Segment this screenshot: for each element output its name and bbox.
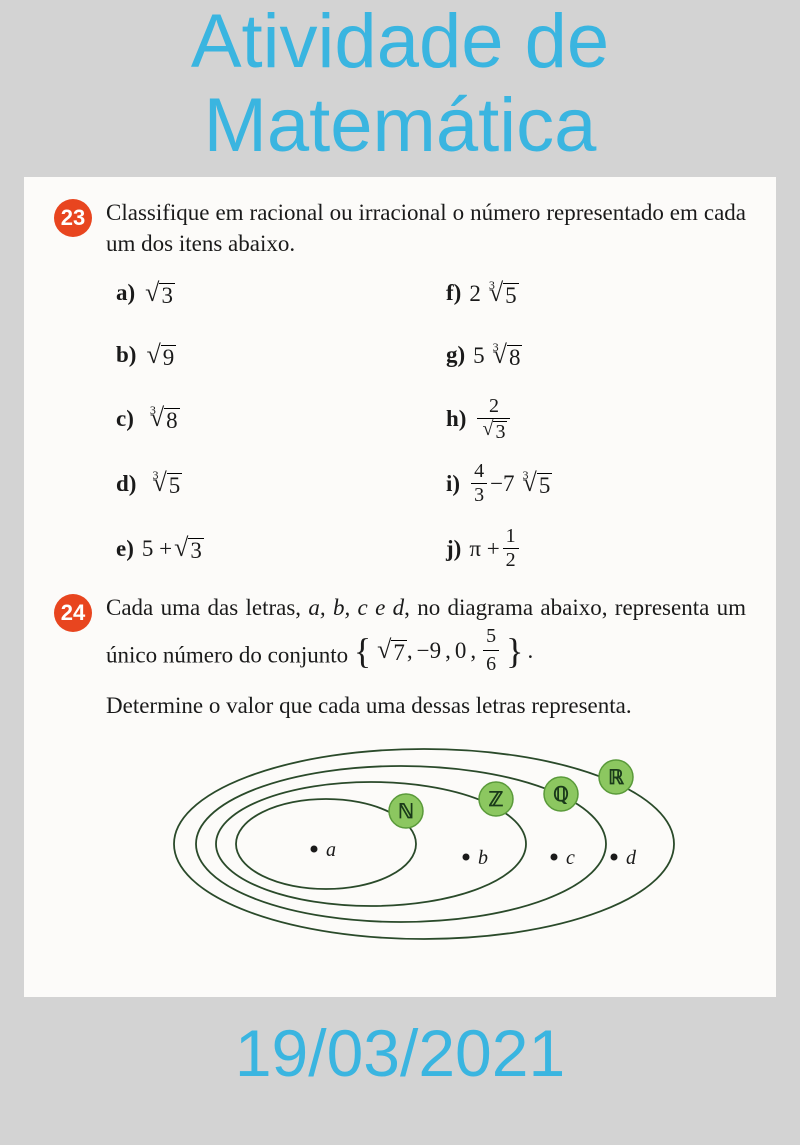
point-d-dot	[611, 854, 618, 861]
point-c-dot	[551, 854, 558, 861]
footer-date: 19/03/2021	[0, 1015, 800, 1091]
question-23-body: Classifique em racional ou irracional o …	[106, 197, 746, 572]
item-c: c) 3√8	[116, 395, 416, 442]
question-number-badge: 24	[54, 594, 92, 632]
item-c-label: c)	[116, 406, 134, 432]
point-b-dot	[463, 854, 470, 861]
label-Z: ℤ	[489, 789, 504, 811]
item-e: e) 5 + √3	[116, 525, 416, 572]
item-b: b) √9	[116, 333, 416, 377]
point-a-label: a	[326, 839, 336, 861]
label-R: ℝ	[608, 767, 625, 789]
question-24-prompt-2: Determine o valor que cada uma dessas le…	[106, 690, 746, 721]
question-23-items: a) √3 f) 2 3√5 b) √9	[106, 271, 746, 572]
item-d: d) 3√5	[116, 460, 416, 507]
point-a-dot	[311, 846, 318, 853]
sets-diagram-svg: ℝ ℚ ℤ ℕ a b	[166, 739, 686, 949]
item-a-label: a)	[116, 280, 135, 306]
item-i: i) 4 3 − 7 3√5	[446, 460, 746, 507]
item-g-label: g)	[446, 342, 465, 368]
item-g-expr: 5 3√8	[473, 342, 522, 369]
worksheet-paper: 23 Classifique em racional ou irracional…	[24, 177, 776, 997]
item-c-expr: 3√8	[142, 405, 180, 432]
question-23-prompt: Classifique em racional ou irracional o …	[106, 197, 746, 259]
point-d-label: d	[626, 847, 637, 869]
item-g: g) 5 3√8	[446, 333, 746, 377]
item-f-expr: 2 3√5	[469, 280, 518, 307]
item-j-label: j)	[446, 536, 461, 562]
title-line-2: Matemática	[0, 84, 800, 168]
title-line-1: Atividade de	[0, 0, 800, 84]
item-a: a) √3	[116, 271, 416, 315]
item-i-expr: 4 3 − 7 3√5	[468, 460, 552, 507]
question-23: 23 Classifique em racional ou irracional…	[54, 197, 746, 572]
question-24: 24 Cada uma das letras, a, b, c e d, no …	[54, 592, 746, 949]
item-b-label: b)	[116, 342, 136, 368]
item-a-expr: √3	[143, 280, 175, 307]
item-j: j) π + 1 2	[446, 525, 746, 572]
item-h: h) 2 √3	[446, 395, 746, 442]
item-h-expr: 2 √3	[474, 395, 513, 442]
number-sets-diagram: ℝ ℚ ℤ ℕ a b	[106, 739, 746, 949]
header-title: Atividade de Matemática	[0, 0, 800, 167]
item-e-expr: 5 + √3	[142, 535, 204, 562]
item-h-label: h)	[446, 406, 466, 432]
label-N: ℕ	[398, 801, 414, 823]
item-f-label: f)	[446, 280, 461, 306]
point-c-label: c	[566, 847, 575, 869]
question-24-prompt: Cada uma das letras, a, b, c e d, no dia…	[106, 592, 746, 678]
item-j-expr: π + 1 2	[469, 525, 521, 572]
item-i-label: i)	[446, 471, 460, 497]
item-f: f) 2 3√5	[446, 271, 746, 315]
question-24-body: Cada uma das letras, a, b, c e d, no dia…	[106, 592, 746, 949]
item-e-label: e)	[116, 536, 134, 562]
item-d-label: d)	[116, 471, 136, 497]
item-b-expr: √9	[144, 342, 176, 369]
question-number-badge: 23	[54, 199, 92, 237]
item-d-expr: 3√5	[144, 470, 182, 497]
label-Q: ℚ	[553, 784, 569, 806]
point-b-label: b	[478, 847, 488, 869]
